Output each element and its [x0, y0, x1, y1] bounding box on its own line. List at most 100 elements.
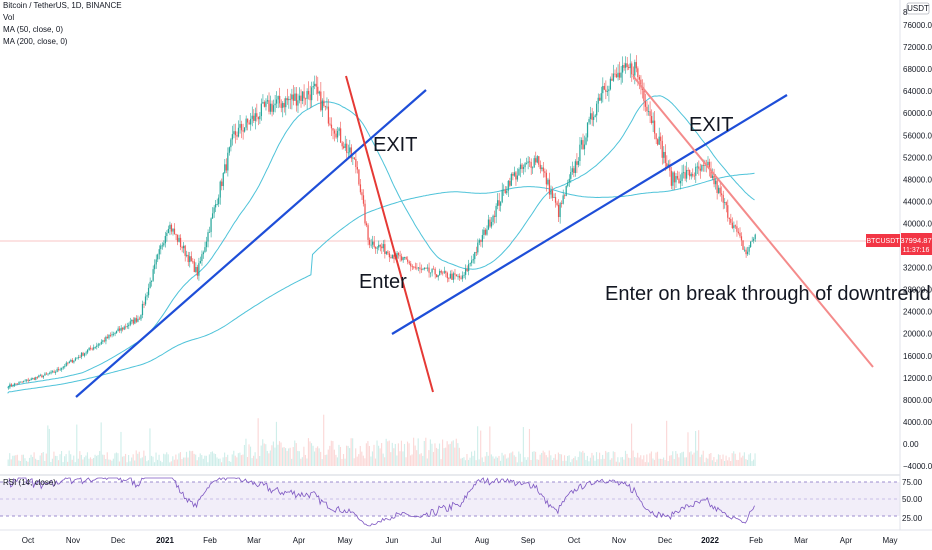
volume-bar	[737, 459, 739, 466]
volume-bar	[673, 459, 675, 466]
volume-bar	[652, 458, 654, 466]
candle-body	[160, 245, 162, 250]
candle-body	[288, 98, 290, 101]
candle-body	[660, 136, 662, 141]
volume-bar	[123, 456, 125, 466]
volume-bar	[224, 452, 226, 466]
volume-bar	[563, 455, 566, 466]
volume-bar	[364, 458, 366, 466]
volume-bar	[141, 457, 143, 466]
candles	[7, 53, 756, 390]
enter-label-2[interactable]: Enter on break through of downtrend	[605, 283, 931, 305]
indicator-ma200[interactable]: MA (200, close, 0)	[3, 37, 68, 46]
candle-body	[86, 350, 89, 353]
candle-body	[7, 387, 9, 389]
volume-bar	[562, 460, 564, 466]
candle-body	[432, 268, 435, 270]
price-pane[interactable]	[0, 0, 900, 474]
candle-body	[670, 170, 672, 186]
volume-bar	[397, 443, 399, 466]
candle-body	[256, 113, 258, 117]
candle-body	[530, 162, 532, 168]
volume-bar	[525, 459, 527, 466]
candle-body	[100, 341, 102, 344]
volume-bar	[202, 458, 204, 466]
candle-body	[676, 176, 679, 179]
candle-body	[41, 375, 43, 378]
volume-bar	[278, 441, 281, 466]
volume-bar	[391, 442, 393, 466]
candle-body	[512, 173, 514, 176]
candle-body	[381, 246, 383, 249]
volume-bar	[118, 461, 121, 466]
candle-body	[600, 93, 602, 101]
currency-badge[interactable]	[906, 2, 930, 15]
volume-bar	[38, 460, 40, 466]
volume-bar	[330, 440, 332, 466]
time-axis-label: Feb	[749, 536, 763, 545]
uptrend-line-2[interactable]	[391, 94, 788, 335]
volume-bar	[640, 455, 642, 466]
volume-bar	[394, 443, 396, 466]
candle-body	[150, 280, 153, 282]
volume-bar	[164, 454, 166, 466]
downtrend-line-1[interactable]	[345, 75, 434, 393]
candle-body	[493, 215, 496, 217]
volume-bar	[643, 455, 645, 466]
volume-bar	[33, 452, 35, 466]
volume-bar	[445, 447, 447, 466]
volume-bar	[257, 418, 259, 466]
indicator-vol[interactable]: Vol	[3, 13, 15, 22]
indicator-rsi[interactable]: RSI (14, close)	[3, 478, 56, 487]
candle-body	[13, 383, 16, 386]
volume-bar	[111, 460, 113, 466]
candle-body	[39, 375, 41, 377]
candle-body	[577, 161, 580, 165]
volume-bar	[190, 451, 192, 466]
candle-body	[399, 255, 401, 257]
volume-bar	[253, 455, 255, 466]
symbol-title[interactable]: Bitcoin / TetherUS, 1D, BINANCE	[3, 1, 122, 10]
candle-body	[332, 128, 334, 131]
candle-body	[93, 347, 95, 350]
candle-body	[102, 340, 104, 342]
volume-bar	[649, 453, 651, 466]
volume-bar	[405, 457, 407, 466]
uptrend-line-1[interactable]	[75, 89, 427, 398]
volume-bar	[417, 438, 419, 466]
volume-bar	[384, 457, 386, 466]
volume-bar	[339, 446, 342, 466]
candle-body	[82, 352, 84, 356]
candle-body	[475, 252, 477, 253]
volume-bar	[167, 454, 169, 466]
indicator-ma50[interactable]: MA (50, close, 0)	[3, 25, 64, 34]
candle-body	[496, 200, 499, 206]
candle-body	[26, 379, 28, 381]
volume-bar	[291, 458, 293, 466]
volume-bar	[533, 451, 535, 466]
exit-label-1[interactable]: EXIT	[373, 134, 417, 156]
candle-body	[437, 275, 439, 278]
currency-badge-label: USDT	[907, 4, 929, 13]
volume-bar	[120, 431, 122, 466]
candle-body	[469, 263, 471, 265]
exit-label-2[interactable]: EXIT	[689, 114, 733, 136]
volume-bar	[603, 458, 605, 466]
moving-averages	[7, 95, 755, 394]
candle-body	[48, 373, 51, 375]
volume-bar	[745, 459, 747, 466]
candle-body	[120, 327, 122, 331]
volume-bar	[172, 456, 174, 466]
candle-body	[183, 245, 185, 249]
candle-body	[311, 87, 313, 101]
volume-bar	[469, 457, 471, 466]
downtrend-line-2[interactable]	[632, 75, 874, 368]
volume-bar	[440, 459, 442, 466]
time-axis[interactable]: Oct Nov Dec 2021 Feb Mar Apr May Jun Jul Aug Sep Oct…	[22, 536, 898, 545]
volume-bar	[96, 455, 98, 466]
enter-label-1[interactable]: Enter	[359, 271, 407, 293]
candle-body	[128, 324, 130, 327]
volume-bar	[687, 432, 689, 466]
price-axis[interactable]: 76000.00 72000.00 68000.00 64000.00 60000.00…	[903, 21, 932, 471]
